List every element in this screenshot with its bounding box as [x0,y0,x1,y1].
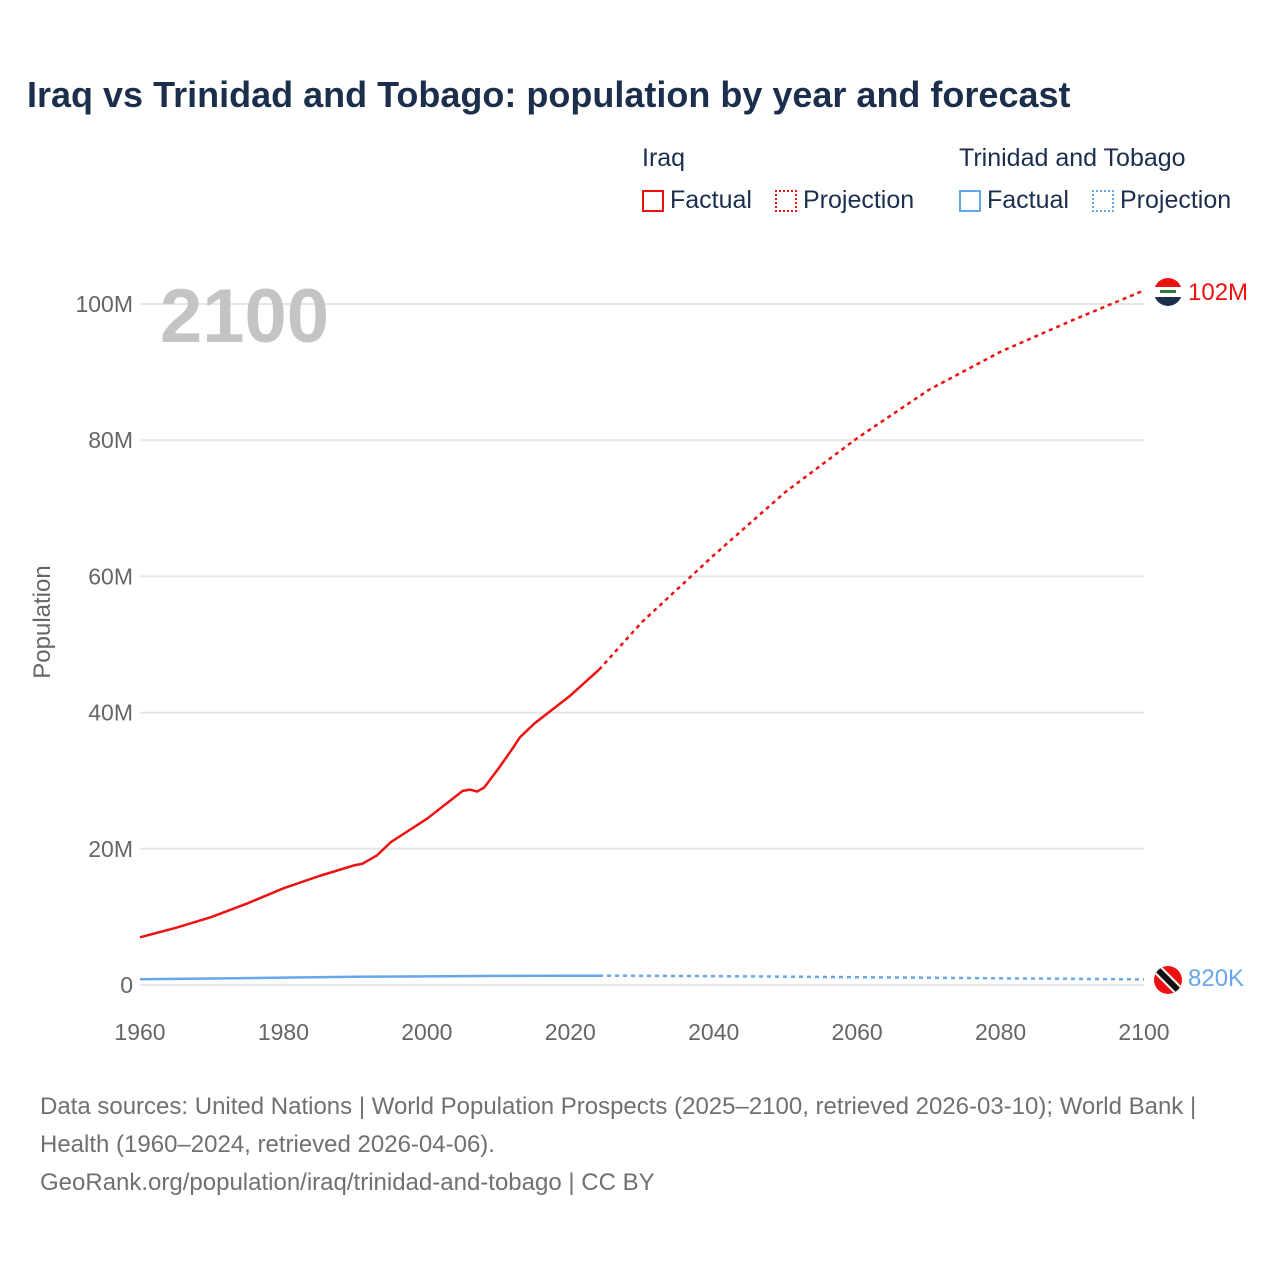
tt-factual-line [139,974,599,981]
y-tick-label: 0 [120,972,133,998]
iraq-factual-line [139,668,600,939]
y-tick-label: 40M [88,700,133,726]
legend-label: Projection [1120,186,1232,214]
year-watermark: 2100 [160,274,329,359]
trinidad-flag-icon [1154,966,1182,994]
x-tick-label: 1960 [114,1019,165,1045]
legend-label: Factual [987,186,1069,214]
footer: Data sources: United Nations | World Pop… [40,1088,1240,1202]
legend-tt-projection[interactable]: Projection [1092,186,1231,215]
legend-swatch [775,189,797,212]
y-tick-label: 100M [75,291,133,317]
chart-title: Iraq vs Trinidad and Tobago: population … [27,74,1071,115]
y-tick-label: 20M [88,836,133,862]
x-tick-label: 1980 [258,1019,309,1045]
x-tick-label: 2060 [832,1019,883,1045]
x-tick-label: 2080 [975,1019,1026,1045]
legend-label: Factual [670,186,752,214]
x-tick-label: 2020 [545,1019,596,1045]
legend-tt-factual[interactable]: Factual [959,186,1069,215]
legend-swatch [642,189,664,212]
iraq-end-label: 102M [1188,279,1248,306]
y-axis-label: Population [29,565,56,678]
iraq-flag-icon [1154,278,1182,306]
data-sources: Data sources: United Nations | World Pop… [40,1093,1197,1158]
y-tick-label: 60M [88,563,133,589]
iraq-projection-line [598,289,1145,671]
x-tick-label: 2040 [688,1019,739,1045]
x-tick-label: 2000 [401,1019,452,1045]
tt-projection-line [598,974,1145,981]
source-link[interactable]: GeoRank.org/population/iraq/trinidad-and… [40,1169,655,1196]
legend-swatch [1092,189,1114,212]
tt-end-label: 820K [1188,965,1244,992]
x-tick-label: 2100 [1118,1019,1169,1045]
y-tick-label: 80M [88,427,133,453]
legend-group-tt: Trinidad and Tobago [959,144,1186,172]
legend-label: Projection [803,186,915,214]
legend-iraq-projection[interactable]: Projection [775,186,914,215]
legend-iraq-factual[interactable]: Factual [642,186,752,215]
legend-swatch [959,189,981,212]
legend-group-iraq: Iraq [642,144,686,172]
